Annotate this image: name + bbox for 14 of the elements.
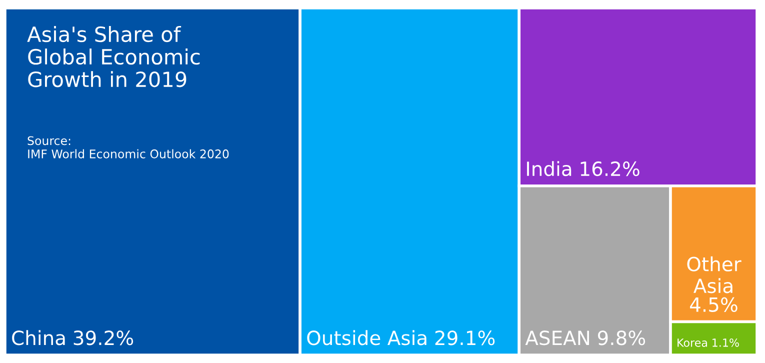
category-label: India xyxy=(527,161,572,176)
category-label: Outside Asia xyxy=(307,330,426,346)
data-label: 39.2% xyxy=(74,330,134,346)
text: Asia's Share of Global Economic Growth in 2019 xyxy=(27,26,200,88)
category-label: Korea xyxy=(678,338,707,347)
data-label: 29.1% xyxy=(435,330,495,346)
data-label: 4.5% xyxy=(690,297,738,312)
category-label: Other Asia xyxy=(687,256,742,294)
source-note: Source: IMF World Economic Outlook 2020 xyxy=(28,136,229,158)
category-label: China xyxy=(12,330,65,346)
data-label: 1.1% xyxy=(712,338,739,347)
data-label: 9.8% xyxy=(598,330,646,346)
category-label: ASEAN xyxy=(525,330,589,346)
data-label: 16.2% xyxy=(580,161,640,176)
